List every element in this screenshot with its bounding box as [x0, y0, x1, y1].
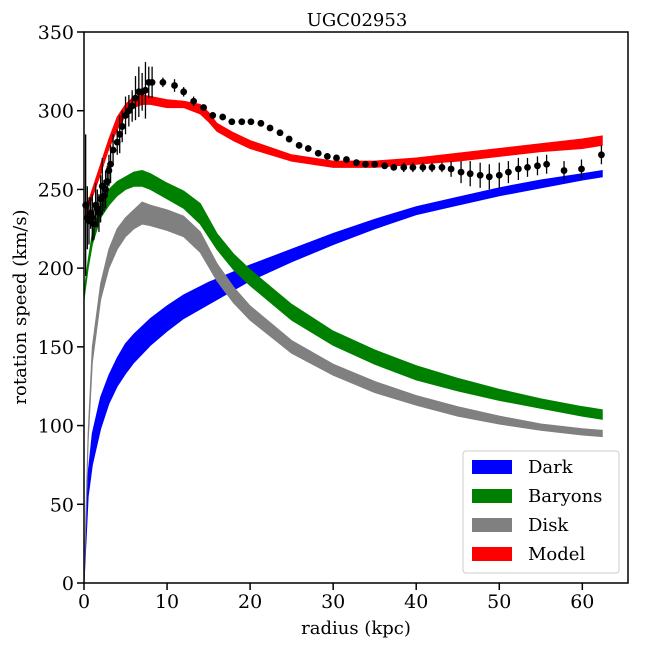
data-point: [485, 173, 493, 181]
observed-points: [82, 61, 605, 277]
data-point: [113, 138, 121, 146]
x-tick-label: 30: [321, 591, 345, 613]
data-point: [88, 214, 96, 222]
data-point: [159, 78, 167, 86]
data-point: [171, 82, 178, 89]
x-tick-label: 50: [487, 591, 511, 613]
band-dark: [83, 169, 603, 584]
data-point: [419, 163, 427, 171]
data-point: [524, 163, 531, 171]
data-point: [400, 163, 408, 171]
y-tick-label: 250: [38, 179, 74, 201]
legend-box: [462, 450, 620, 574]
band-baryons: [83, 170, 603, 420]
chart-title: UGC02953: [307, 10, 408, 31]
x-tick-label: 60: [570, 591, 594, 613]
data-point: [534, 162, 541, 170]
data-point: [304, 145, 312, 152]
data-point: [103, 178, 111, 185]
legend-label-disk: Disk: [528, 515, 569, 536]
data-point: [128, 102, 136, 110]
data-point: [333, 154, 340, 162]
data-point: [371, 160, 379, 168]
data-point: [560, 167, 568, 174]
legend-swatch-disk: [472, 518, 512, 532]
data-point: [200, 104, 207, 111]
data-point: [142, 86, 149, 94]
y-tick-label: 300: [38, 101, 74, 123]
y-tick-label: 150: [38, 337, 74, 359]
data-point: [180, 88, 188, 96]
data-point: [102, 186, 109, 193]
data-point: [276, 129, 284, 137]
data-point: [125, 107, 133, 115]
data-point: [390, 163, 398, 171]
data-point: [190, 97, 198, 105]
legend: Dark Baryons Disk Model: [462, 450, 620, 574]
data-point: [495, 171, 503, 179]
data-point: [105, 167, 113, 174]
data-point: [409, 163, 417, 171]
data-point: [466, 170, 474, 178]
data-point: [90, 220, 98, 228]
x-axis-ticks: 0 10 20 30 40 50 60: [78, 583, 594, 613]
x-axis-label: radius (kpc): [301, 618, 411, 639]
data-point: [95, 209, 103, 217]
y-axis-label: rotation speed (km/s): [10, 209, 31, 404]
legend-swatch-dark: [472, 460, 512, 474]
x-tick-label: 0: [78, 591, 90, 613]
data-point: [266, 124, 274, 132]
y-tick-label: 350: [38, 22, 74, 44]
data-point: [578, 165, 585, 173]
data-point: [100, 192, 108, 200]
y-tick-label: 200: [38, 258, 74, 280]
legend-swatch-model: [472, 547, 512, 561]
data-point: [543, 160, 551, 168]
data-point: [257, 119, 265, 127]
data-point: [314, 149, 322, 157]
data-point: [116, 130, 124, 138]
y-axis-ticks: 0 50 100 150 200 250 300 350: [38, 22, 84, 595]
x-tick-label: 40: [404, 591, 428, 613]
data-point: [118, 123, 126, 130]
data-point: [457, 168, 465, 176]
data-point: [295, 141, 303, 149]
data-point: [109, 146, 117, 154]
legend-label-model: Model: [528, 544, 585, 565]
data-point: [476, 171, 484, 179]
data-point: [148, 78, 156, 86]
data-point: [323, 152, 331, 160]
data-point: [598, 151, 605, 159]
band-disk: [83, 201, 603, 584]
plot-frame: [83, 31, 629, 584]
data-point: [219, 113, 227, 121]
data-point: [362, 160, 369, 168]
legend-swatch-baryons: [472, 489, 512, 503]
data-point: [505, 168, 512, 176]
data-point: [132, 94, 139, 102]
y-tick-label: 100: [38, 416, 74, 438]
data-point: [122, 112, 129, 119]
legend-label-dark: Dark: [528, 457, 574, 478]
data-point: [247, 118, 255, 126]
data-point: [447, 165, 455, 173]
y-tick-label: 50: [50, 494, 74, 516]
data-point: [428, 163, 436, 171]
data-point: [238, 118, 246, 126]
data-point: [381, 162, 389, 170]
data-point: [514, 165, 522, 173]
data-point: [209, 112, 217, 119]
data-point: [228, 118, 236, 126]
legend-label-baryons: Baryons: [528, 486, 602, 507]
data-point: [353, 159, 360, 167]
data-point: [107, 160, 114, 168]
data-point: [438, 163, 446, 171]
y-tick-label: 0: [62, 573, 74, 595]
data-point: [343, 156, 350, 163]
x-tick-label: 20: [238, 591, 262, 613]
data-point: [285, 135, 293, 143]
x-tick-label: 10: [155, 591, 179, 613]
